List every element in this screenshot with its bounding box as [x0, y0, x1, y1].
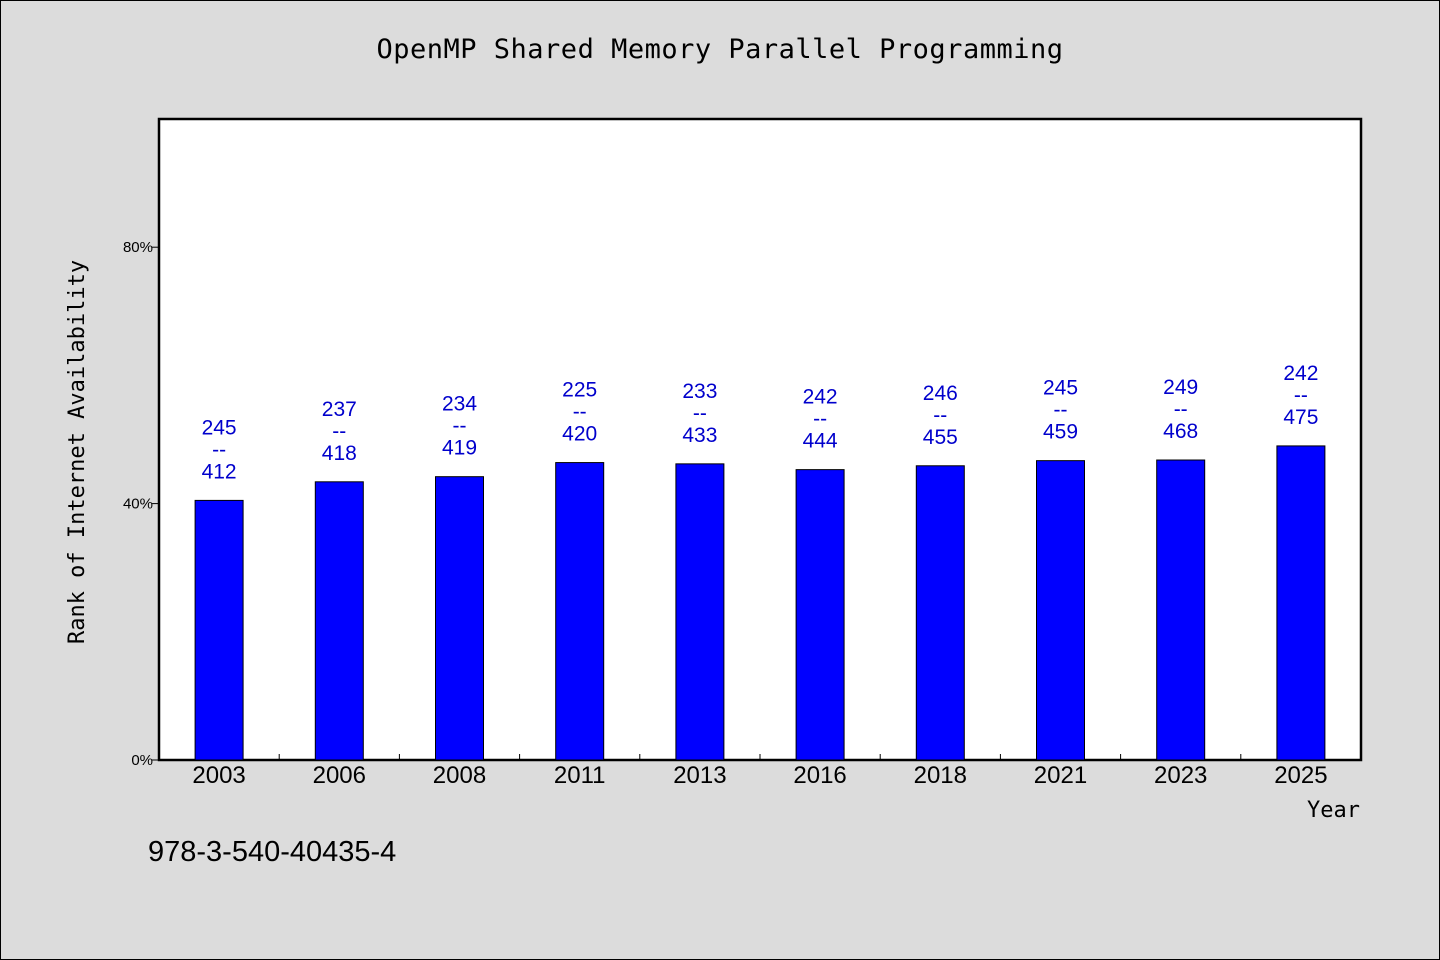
y-axis-ticks: 0% 40% 80% [123, 239, 159, 769]
data-label: 233 [682, 380, 717, 403]
data-label: 234 [442, 393, 477, 416]
bar [435, 476, 484, 761]
bar [314, 481, 364, 761]
chart-title: OpenMP Shared Memory Parallel Programmin… [376, 34, 1064, 65]
data-label: 433 [682, 424, 717, 447]
data-label: -- [573, 401, 587, 424]
data-label: 475 [1283, 406, 1318, 429]
data-label: 246 [923, 382, 958, 405]
category-labels: 2003 2006 2008 2011 2013 2016 2018 2021 2023 2025 [192, 762, 1327, 789]
data-label: -- [1054, 399, 1068, 422]
data-label: -- [693, 402, 707, 425]
data-label: -- [813, 408, 827, 431]
data-label: 455 [923, 426, 958, 449]
x-tick-label: 2003 [192, 762, 245, 789]
isbn-text: 978-3-540-40435-4 [148, 836, 397, 868]
data-label: 418 [322, 442, 357, 465]
y-axis-title: Rank of Internet Availability [65, 260, 90, 644]
data-label: 468 [1163, 420, 1198, 443]
x-tick-label: 2025 [1274, 762, 1327, 789]
bar [675, 463, 725, 761]
bar [194, 499, 244, 761]
data-label: -- [1294, 384, 1308, 407]
bar-series [194, 445, 1326, 761]
data-label: 249 [1163, 376, 1198, 399]
data-label: -- [212, 438, 226, 461]
data-label: -- [933, 404, 947, 427]
y-tick-label: 40% [123, 496, 153, 513]
x-axis-title: Year [1307, 798, 1360, 823]
x-tick-label: 2011 [554, 762, 606, 789]
data-labels: 245--412237--418234--419225--420233--433… [202, 362, 1319, 483]
data-label: 419 [442, 437, 477, 460]
data-label: -- [453, 415, 467, 438]
x-tick-label: 2016 [793, 762, 846, 789]
bar [1276, 445, 1326, 761]
data-label: 242 [803, 386, 838, 409]
bar [795, 469, 845, 761]
x-tick-label: 2023 [1154, 762, 1207, 789]
x-tick-label: 2018 [914, 762, 967, 789]
data-label: 412 [202, 460, 237, 483]
bar [1156, 459, 1206, 761]
data-label: 245 [202, 416, 237, 439]
bar [1036, 460, 1085, 761]
bar [915, 465, 965, 761]
bar [555, 462, 605, 761]
data-label: 237 [322, 398, 357, 421]
x-axis-ticks [278, 754, 1242, 760]
x-tick-label: 2021 [1034, 762, 1087, 789]
x-tick-label: 2008 [433, 762, 486, 789]
data-label: -- [1174, 398, 1188, 421]
x-tick-label: 2013 [673, 762, 726, 789]
data-label: 242 [1283, 362, 1318, 385]
data-label: -- [332, 420, 346, 443]
x-tick-label: 2006 [313, 762, 366, 789]
y-tick-label: 0% [131, 752, 153, 769]
data-label: 225 [562, 379, 597, 402]
data-label: 459 [1043, 421, 1078, 444]
data-label: 420 [562, 423, 597, 446]
data-label: 444 [803, 430, 838, 453]
data-label: 245 [1043, 377, 1078, 400]
y-tick-label: 80% [123, 239, 153, 256]
